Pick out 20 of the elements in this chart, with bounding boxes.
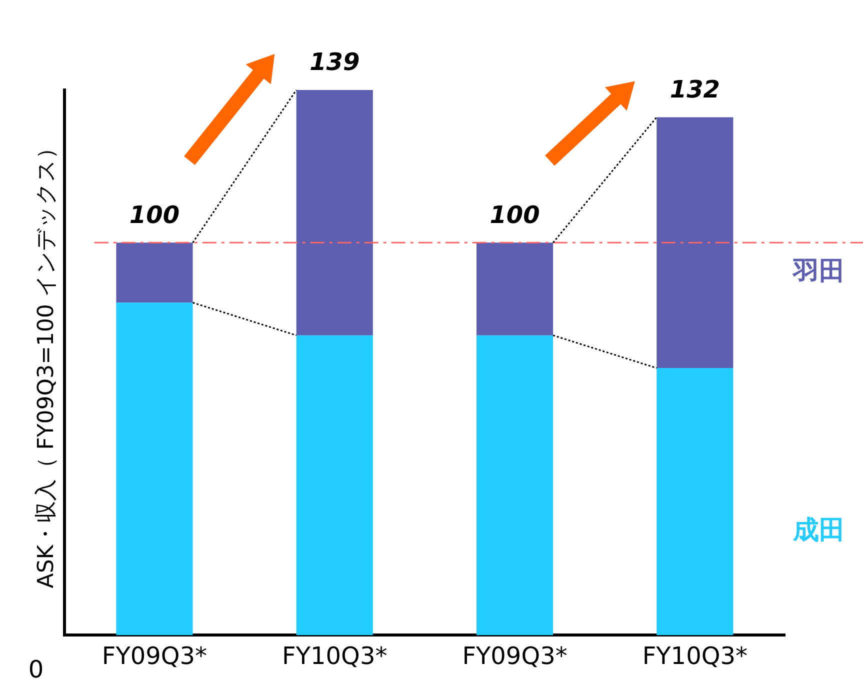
bar [116,242,193,303]
bar [656,117,734,368]
bar [656,368,734,636]
text: 成田 [792,515,845,546]
x-tick-label: FY09Q3* [102,642,208,670]
x-tick-label: FY10Q3* [282,642,388,670]
annotation: 132 [670,75,720,104]
bar [476,335,554,636]
bar [296,90,373,336]
text: 139 [310,48,360,76]
annotation: 100 [129,200,180,229]
text: 羽田 [792,256,845,286]
bar [476,242,554,336]
text: 0 [28,655,44,684]
annotation: 100 [490,200,540,229]
bar [296,335,373,636]
y-axis-title: ASK・収入（ FY09Q3=100 インデックス） [34,136,59,588]
bar [116,302,193,636]
x-tick-label: FY10Q3* [642,642,748,670]
x-tick-label: FY09Q3* [462,642,568,670]
